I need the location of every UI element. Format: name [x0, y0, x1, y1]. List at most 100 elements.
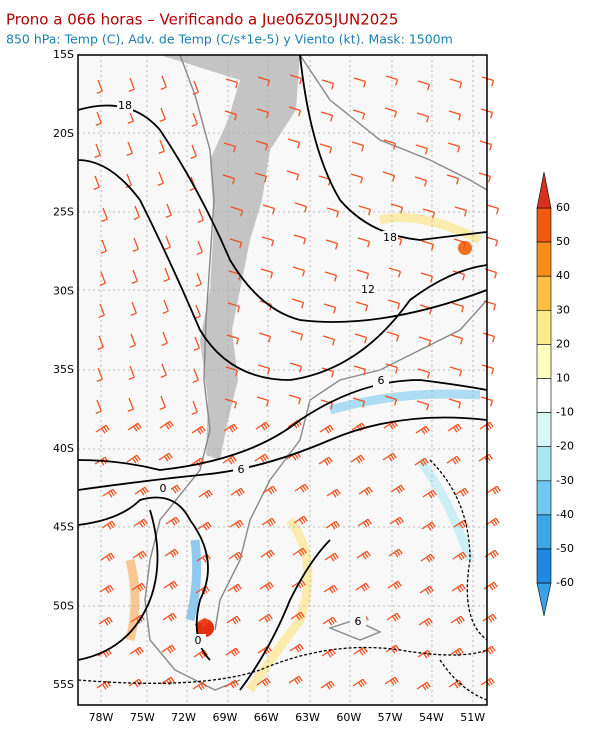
- barb-flag: [235, 647, 240, 654]
- barb-flag: [431, 244, 435, 251]
- barb-flag: [165, 214, 172, 218]
- barb-flag: [495, 517, 500, 524]
- barb-flag: [239, 242, 243, 249]
- barb-shaft: [229, 238, 242, 244]
- wind-barb: [451, 583, 466, 593]
- barb-flag: [232, 178, 236, 185]
- barb-flag: [400, 484, 405, 491]
- barb-flag: [365, 582, 370, 589]
- wind-barb: [158, 452, 173, 462]
- barb-shaft: [101, 239, 107, 252]
- barb-flag: [461, 521, 466, 528]
- barb-flag: [333, 307, 337, 314]
- wind-barb: [254, 453, 269, 463]
- barb-flag: [93, 186, 100, 190]
- barb-shaft: [226, 615, 238, 624]
- wind-barb: [133, 205, 140, 220]
- barb-flag: [234, 114, 238, 121]
- barb-flag: [135, 649, 140, 656]
- barb-shaft: [100, 271, 106, 284]
- barb-shaft: [94, 175, 100, 188]
- barb-flag: [99, 282, 106, 286]
- barb-shaft: [478, 172, 491, 178]
- barb-flag: [490, 400, 494, 407]
- wind-barb: [323, 303, 337, 314]
- barb-flag: [394, 399, 398, 406]
- barb-flag: [334, 490, 339, 497]
- barb-flag: [136, 454, 141, 461]
- barb-flag: [232, 681, 237, 688]
- barb-shaft: [161, 75, 167, 88]
- wind-barb: [162, 299, 169, 314]
- barb-flag: [328, 456, 333, 463]
- wind-barb: [416, 681, 431, 691]
- barb-flag: [330, 680, 335, 687]
- colorbar-label: -10: [556, 406, 574, 419]
- barb-shaft: [415, 144, 428, 150]
- barb-flag: [135, 424, 140, 431]
- barb-shaft: [414, 176, 427, 182]
- barb-shaft: [421, 521, 433, 530]
- wind-barb: [415, 425, 430, 435]
- barb-flag: [427, 587, 432, 594]
- barb-flag: [457, 146, 461, 153]
- barb-shaft: [288, 394, 301, 400]
- wind-barb: [357, 518, 372, 528]
- wind-barb: [356, 269, 370, 280]
- barb-shaft: [289, 74, 302, 80]
- wind-barb: [157, 171, 164, 186]
- barb-flag: [334, 275, 338, 282]
- barb-flag: [492, 613, 497, 620]
- barb-flag: [300, 549, 305, 556]
- barb-flag: [456, 681, 461, 688]
- barb-flag: [388, 455, 393, 462]
- wind-barb: [226, 615, 241, 625]
- wind-barb: [160, 363, 167, 378]
- wind-barb: [127, 397, 134, 412]
- barb-shaft: [134, 486, 146, 495]
- barb-shaft: [160, 676, 172, 685]
- barb-shaft: [191, 425, 203, 434]
- colorbar-box: [536, 241, 552, 277]
- barb-shaft: [191, 144, 197, 157]
- wind-barb: [259, 581, 274, 591]
- barb-flag: [110, 552, 115, 559]
- wind-barb: [228, 551, 243, 561]
- wind-barb: [257, 76, 271, 87]
- wind-barb: [100, 239, 107, 254]
- barb-shaft: [198, 208, 204, 221]
- barb-shaft: [350, 173, 363, 179]
- wind-barb: [227, 302, 241, 313]
- wind-barb: [128, 77, 135, 92]
- barb-flag: [170, 551, 175, 558]
- barb-shaft: [418, 336, 431, 342]
- barb-shaft: [254, 172, 267, 178]
- barb-flag: [394, 111, 398, 118]
- barb-flag: [424, 683, 429, 690]
- barb-flag: [143, 518, 148, 525]
- barb-flag: [108, 554, 113, 561]
- barb-flag: [234, 679, 239, 686]
- barb-flag: [430, 276, 434, 283]
- barb-flag: [204, 492, 209, 499]
- barb-flag: [364, 489, 369, 496]
- barb-flag: [264, 679, 269, 686]
- wind-barb: [224, 398, 238, 409]
- barb-shaft: [223, 423, 235, 432]
- barb-shaft: [128, 397, 134, 410]
- barb-shaft: [289, 643, 301, 652]
- barb-flag: [272, 208, 276, 215]
- barb-shaft: [133, 518, 145, 527]
- wind-barb: [95, 424, 110, 434]
- barb-flag: [366, 273, 370, 280]
- barb-flag: [457, 586, 462, 593]
- barb-shaft: [131, 301, 137, 314]
- barb-flag: [268, 336, 272, 343]
- wind-barb: [294, 202, 308, 213]
- barb-flag: [173, 580, 178, 587]
- barb-flag: [396, 335, 400, 342]
- barb-shaft: [382, 171, 395, 177]
- wind-barb: [257, 364, 271, 375]
- barb-shaft: [160, 107, 166, 120]
- colorbar-box: [536, 514, 552, 550]
